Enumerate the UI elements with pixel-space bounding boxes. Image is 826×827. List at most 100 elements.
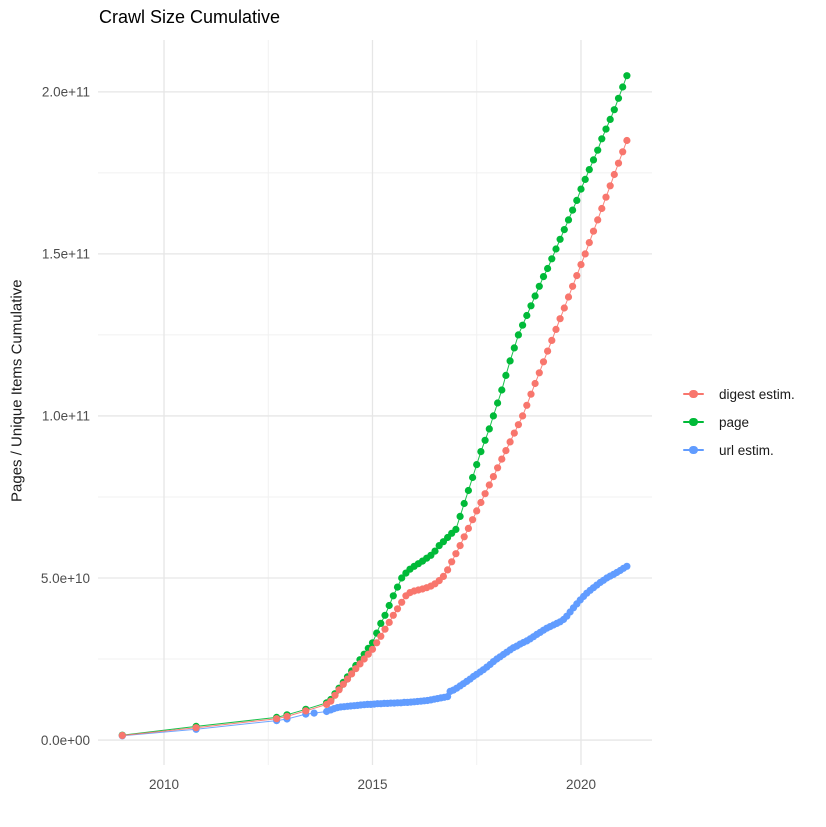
y-axis-tick-label: 0.0e+00 xyxy=(41,733,90,748)
data-point-url-estim xyxy=(310,709,318,717)
data-point-digest-estim xyxy=(364,650,372,658)
data-point-page xyxy=(560,226,568,234)
data-point-digest-estim xyxy=(485,481,493,489)
data-point-page xyxy=(456,512,464,521)
data-point-page xyxy=(464,486,472,495)
data-point-page xyxy=(393,583,402,591)
data-point-page xyxy=(473,461,481,469)
data-point-digest-estim xyxy=(452,550,460,558)
data-point-page xyxy=(577,185,585,193)
x-axis-tick-label: 2015 xyxy=(357,777,387,792)
data-point-digest-estim xyxy=(544,347,552,355)
data-point-digest-estim xyxy=(594,216,602,224)
data-point-digest-estim xyxy=(577,261,585,269)
data-point-page xyxy=(619,83,627,91)
data-point-digest-estim xyxy=(339,680,347,688)
data-point-page xyxy=(498,386,506,394)
data-point-digest-estim xyxy=(527,390,535,398)
legend-key-url-estim-icon xyxy=(683,445,704,455)
data-point-page xyxy=(389,592,397,600)
data-point-page xyxy=(623,72,631,80)
legend-entry-digest-estim: digest estim. xyxy=(683,380,795,408)
data-point-digest-estim xyxy=(302,707,310,715)
data-point-digest-estim xyxy=(556,315,564,323)
data-point-page xyxy=(398,574,406,582)
y-axis-title: Pages / Unique Items Cumulative xyxy=(8,279,26,503)
data-point-digest-estim xyxy=(489,473,497,481)
data-point-digest-estim xyxy=(552,325,560,333)
data-point-digest-estim xyxy=(343,675,352,683)
data-point-page xyxy=(385,601,393,610)
data-point-digest-estim xyxy=(619,148,627,156)
data-point-page xyxy=(489,412,497,420)
data-point-digest-estim xyxy=(192,724,200,732)
data-point-digest-estim xyxy=(519,412,527,420)
data-point-digest-estim xyxy=(464,524,472,533)
data-point-page xyxy=(594,146,602,154)
data-point-page xyxy=(510,344,518,352)
data-point-digest-estim xyxy=(331,691,339,699)
data-point-page xyxy=(544,264,552,273)
data-point-digest-estim xyxy=(614,159,623,167)
x-axis-tick-label: 2010 xyxy=(149,777,179,792)
data-point-digest-estim xyxy=(356,660,364,668)
data-point-digest-estim xyxy=(523,401,531,409)
data-point-digest-estim xyxy=(327,697,335,705)
data-point-page xyxy=(477,448,485,456)
data-point-page xyxy=(519,321,527,329)
data-point-page xyxy=(502,371,510,379)
data-point-digest-estim xyxy=(548,336,556,344)
y-axis-tick-label: 1.0e+11 xyxy=(42,409,90,424)
data-point-page xyxy=(527,302,535,310)
data-point-page xyxy=(569,206,577,214)
data-point-page xyxy=(585,166,593,174)
data-point-digest-estim xyxy=(494,464,502,472)
data-point-digest-estim xyxy=(481,490,489,498)
data-point-digest-estim xyxy=(564,293,573,301)
data-point-digest-estim xyxy=(610,170,618,179)
data-point-digest-estim xyxy=(539,358,548,366)
data-point-page xyxy=(602,125,610,133)
data-point-digest-estim xyxy=(623,136,631,145)
data-point-digest-estim xyxy=(469,516,477,524)
data-point-page xyxy=(485,425,493,433)
data-point-digest-estim xyxy=(377,632,385,640)
data-point-digest-estim xyxy=(456,542,464,550)
data-point-digest-estim xyxy=(560,304,568,312)
data-point-digest-estim xyxy=(589,227,598,235)
data-point-digest-estim xyxy=(473,507,481,515)
data-point-digest-estim xyxy=(602,193,610,201)
legend-label-digest-estim: digest estim. xyxy=(719,386,795,402)
data-point-page xyxy=(606,115,614,123)
chart-title: Crawl Size Cumulative xyxy=(99,7,281,27)
data-point-digest-estim xyxy=(531,379,539,388)
data-point-digest-estim xyxy=(444,566,452,574)
data-point-page xyxy=(469,473,477,482)
data-point-digest-estim xyxy=(585,239,593,247)
data-point-page xyxy=(564,216,573,224)
data-point-page xyxy=(481,436,489,444)
data-point-page xyxy=(431,547,439,555)
y-axis-tick-label: 2.0e+11 xyxy=(42,85,90,100)
data-point-digest-estim xyxy=(335,686,343,694)
legend: digest estim. page url estim. xyxy=(683,380,795,464)
data-point-digest-estim xyxy=(381,625,389,633)
legend-entry-url-estim: url estim. xyxy=(683,436,795,464)
data-point-page xyxy=(581,175,589,183)
data-point-digest-estim xyxy=(506,438,514,446)
data-point-digest-estim xyxy=(273,715,281,723)
data-point-digest-estim xyxy=(498,455,506,463)
data-point-digest-estim xyxy=(389,611,397,619)
data-point-page xyxy=(552,245,560,253)
data-point-digest-estim xyxy=(606,182,614,190)
legend-key-dot xyxy=(689,389,698,399)
data-point-digest-estim xyxy=(348,670,356,678)
legend-key-dot xyxy=(689,417,698,427)
data-point-digest-estim xyxy=(373,639,381,647)
legend-entry-page: page xyxy=(683,408,795,436)
data-point-page xyxy=(614,94,623,102)
data-point-digest-estim xyxy=(118,731,126,740)
y-axis-tick-label: 1.5e+11 xyxy=(42,247,90,262)
data-point-page xyxy=(514,331,523,339)
